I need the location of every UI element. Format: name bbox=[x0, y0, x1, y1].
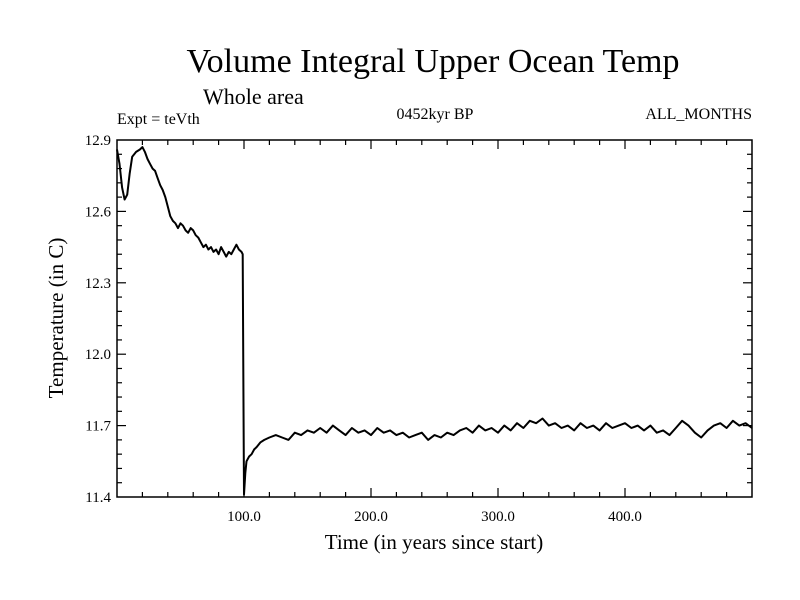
temperature-series-line bbox=[116, 146, 753, 496]
x-tick-label: 300.0 bbox=[481, 509, 515, 525]
y-tick-label: 11.4 bbox=[85, 490, 111, 506]
y-tick-label: 12.3 bbox=[85, 276, 111, 292]
y-axis-label: Temperature (in C) bbox=[44, 238, 68, 399]
x-tick-label: 400.0 bbox=[608, 509, 642, 525]
y-tick-label: 12.9 bbox=[85, 133, 111, 149]
y-tick-label: 12.0 bbox=[85, 347, 111, 363]
y-axis-tick-labels: 11.4 11.7 12.0 12.3 12.6 12.9 bbox=[85, 133, 112, 506]
period-label: 0452kyr BP bbox=[397, 106, 474, 123]
y-axis-ticks bbox=[117, 153, 752, 484]
chart-title: Volume Integral Upper Ocean Temp bbox=[187, 43, 680, 80]
experiment-label: Expt = teVth bbox=[117, 111, 200, 128]
x-tick-label: 100.0 bbox=[227, 509, 261, 525]
x-axis-ticks bbox=[141, 140, 728, 497]
plot-frame bbox=[116, 139, 753, 498]
y-tick-label: 12.6 bbox=[85, 204, 112, 220]
x-axis-tick-labels: 100.0 200.0 300.0 400.0 bbox=[227, 509, 642, 525]
x-tick-label: 200.0 bbox=[354, 509, 388, 525]
months-label: ALL_MONTHS bbox=[645, 106, 752, 123]
chart-subtitle: Whole area bbox=[203, 84, 304, 109]
x-axis-label: Time (in years since start) bbox=[325, 530, 544, 554]
y-tick-label: 11.7 bbox=[85, 419, 111, 435]
